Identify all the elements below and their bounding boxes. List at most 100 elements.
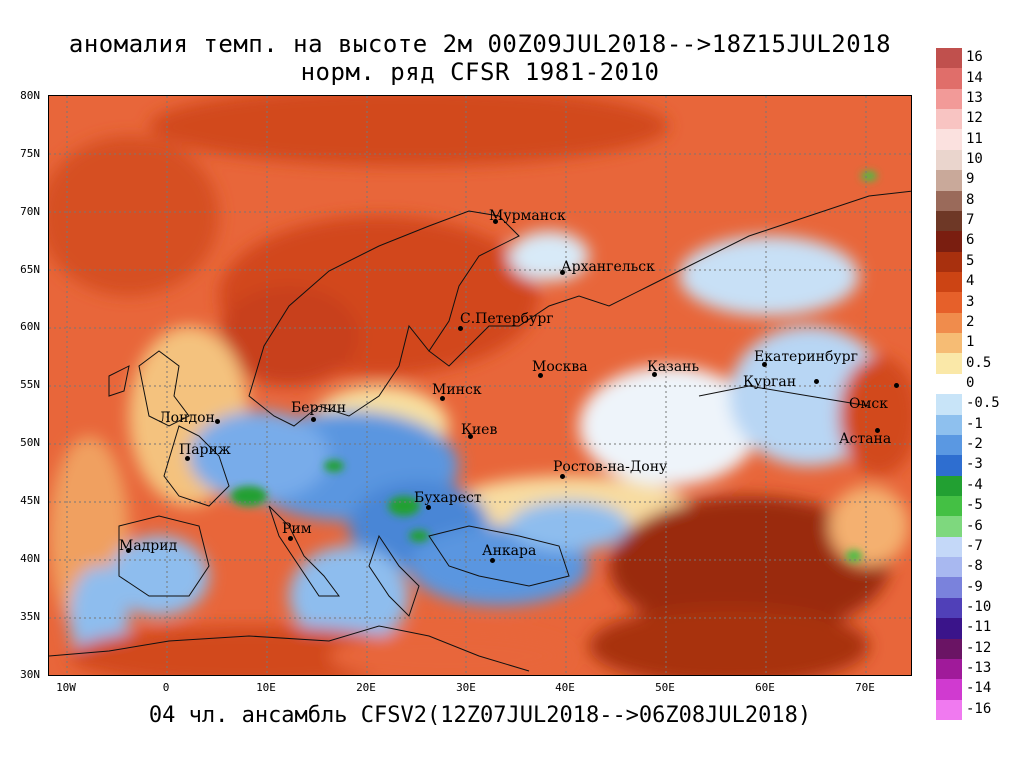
colorbar-tick-label: 8 xyxy=(966,191,975,208)
colorbar-swatch xyxy=(936,129,962,151)
colorbar-tick-label: -10 xyxy=(966,599,992,615)
colorbar-swatch xyxy=(936,475,962,497)
lon-label-0: 0 xyxy=(162,681,170,694)
colorbar-tick-label: -2 xyxy=(966,436,983,453)
colorbar xyxy=(936,48,962,721)
colorbar-tick-label: -11 xyxy=(966,619,992,636)
lat-label-80n: 80N xyxy=(20,89,40,102)
colorbar-tick-label: 6 xyxy=(966,232,975,249)
lat-label-60n: 60N xyxy=(20,320,40,333)
city-dot-st-petersburg xyxy=(458,326,463,331)
city-dot-bucharest xyxy=(426,505,431,510)
city-dot-rostov xyxy=(560,474,565,479)
city-dot-madrid xyxy=(126,548,131,553)
colorbar-swatch xyxy=(936,679,962,701)
lat-label-50n: 50N xyxy=(20,436,40,449)
city-dot-kiev xyxy=(468,434,473,439)
colorbar-tick-label: -6 xyxy=(966,517,983,534)
city-label-paris: Париж xyxy=(179,442,231,458)
lat-label-55n: 55N xyxy=(20,378,40,391)
colorbar-tick-label: 12 xyxy=(966,110,983,127)
lat-label-40n: 40N xyxy=(20,552,40,565)
city-label-bucharest: Бухарест xyxy=(414,490,482,506)
city-label-murmansk: Мурманск xyxy=(489,208,566,224)
colorbar-tick-label: 14 xyxy=(966,69,983,86)
colorbar-tick-label: 2 xyxy=(966,313,975,330)
colorbar-swatch xyxy=(936,373,962,395)
lat-label-30n: 30N xyxy=(20,668,40,681)
colorbar-tick-label: -14 xyxy=(966,680,992,697)
lat-label-65n: 65N xyxy=(20,263,40,276)
colorbar-tick-label: -9 xyxy=(966,578,983,595)
city-dot-rome xyxy=(288,536,293,541)
colorbar-tick-label: -3 xyxy=(966,456,983,473)
colorbar-swatch xyxy=(936,251,962,273)
anomaly-field xyxy=(49,96,911,675)
lat-label-35n: 35N xyxy=(20,610,40,623)
colorbar-swatch xyxy=(936,536,962,558)
colorbar-tick-label: -1 xyxy=(966,415,983,432)
colorbar-swatch xyxy=(936,170,962,192)
colorbar-tick-label: -5 xyxy=(966,497,983,514)
lon-label-10e: 10E xyxy=(256,681,276,694)
city-label-kiev: Киев xyxy=(461,422,498,438)
colorbar-swatch xyxy=(936,272,962,293)
colorbar-swatch xyxy=(936,597,962,619)
lat-label-75n: 75N xyxy=(20,147,40,160)
colorbar-tick-label: 9 xyxy=(966,171,975,188)
colorbar-tick-label: -8 xyxy=(966,558,983,575)
city-dot-omsk xyxy=(894,383,899,388)
lat-label-45n: 45N xyxy=(20,494,40,507)
colorbar-swatch xyxy=(936,48,962,69)
city-label-london: Лондон xyxy=(159,410,215,426)
colorbar-swatch xyxy=(936,88,962,110)
city-dot-ekaterinburg xyxy=(762,362,767,367)
city-label-kurgan: Курган xyxy=(743,374,797,390)
city-label-arkhangelsk: Архангельск xyxy=(561,259,655,275)
city-label-ekaterinburg: Екатеринбург xyxy=(754,349,858,365)
colorbar-swatch xyxy=(936,333,962,354)
city-label-berlin: Берлин xyxy=(291,400,347,416)
city-dot-arkhangelsk xyxy=(560,270,565,275)
colorbar-swatch xyxy=(936,231,962,253)
colorbar-tick-label: -16 xyxy=(966,700,992,717)
lon-label-60e: 60E xyxy=(755,681,775,694)
colorbar-swatch xyxy=(936,394,962,416)
colorbar-tick-label: 0.5 xyxy=(966,354,992,371)
city-label-minsk: Минск xyxy=(432,382,482,398)
colorbar-swatch xyxy=(936,109,962,130)
colorbar-swatch xyxy=(936,496,962,517)
lon-label-30e: 30E xyxy=(456,681,476,694)
colorbar-swatch xyxy=(936,414,962,436)
city-dot-london xyxy=(215,419,220,424)
city-dot-kurgan xyxy=(814,379,819,384)
temperature-anomaly-map: Мурманск Архангельск С.Петербург Москва … xyxy=(48,95,912,676)
colorbar-tick-label: 4 xyxy=(966,273,975,290)
city-label-rostov: Ростов-на-Дону xyxy=(553,459,668,475)
colorbar-tick-label: -4 xyxy=(966,476,983,493)
lat-label-70n: 70N xyxy=(20,205,40,218)
colorbar-swatch xyxy=(936,638,962,660)
colorbar-swatch xyxy=(936,210,962,232)
colorbar-swatch xyxy=(936,434,962,456)
colorbar-tick-label: -13 xyxy=(966,660,992,677)
city-label-st-petersburg: С.Петербург xyxy=(460,311,554,327)
city-dot-ankara xyxy=(490,558,495,563)
colorbar-swatch xyxy=(936,516,962,538)
colorbar-tick-label: 1 xyxy=(966,334,975,351)
city-dot-berlin xyxy=(311,417,316,422)
lon-label-70e: 70E xyxy=(855,681,875,694)
colorbar-swatch xyxy=(936,455,962,477)
city-label-ankara: Анкара xyxy=(482,543,537,559)
colorbar-swatch xyxy=(936,699,962,721)
city-dot-moscow xyxy=(538,373,543,378)
colorbar-tick-label: -0.5 xyxy=(966,395,1000,412)
colorbar-swatch xyxy=(936,618,962,640)
colorbar-swatch xyxy=(936,577,962,599)
colorbar-swatch xyxy=(936,68,962,90)
colorbar-swatch xyxy=(936,353,962,375)
colorbar-swatch xyxy=(936,190,962,212)
city-dot-astana xyxy=(875,428,880,433)
city-label-rome: Рим xyxy=(282,521,312,537)
colorbar-tick-label: -12 xyxy=(966,639,992,656)
